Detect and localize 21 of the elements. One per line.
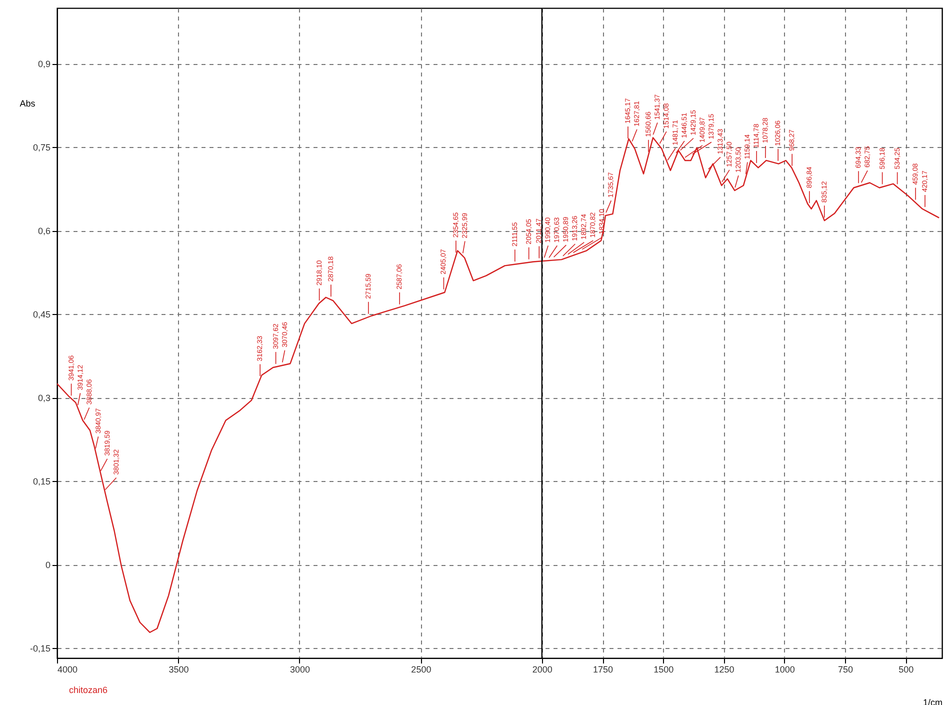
text: chitozan6 [69, 685, 108, 695]
y-tick-label: -0,15 [30, 643, 50, 654]
x-tick-label: 1750 [593, 664, 614, 674]
y-tick-label: 0,75 [32, 142, 50, 153]
x-tick-label: 4000 [58, 664, 78, 674]
x-tick-label: 3500 [168, 664, 189, 674]
x-tick-label: 1500 [654, 664, 674, 674]
y-axis-title: Abs [20, 98, 36, 108]
x-tick-label: 3000 [290, 664, 310, 674]
y-tick-label: 0,15 [32, 476, 50, 487]
y-tick-label: 0,45 [32, 310, 50, 320]
y-tick-label: 0,9 [38, 59, 50, 70]
x-tick-label: 2500 [411, 664, 432, 674]
y-tick-label: 0,6 [38, 226, 50, 236]
x-tick-label: 2000 [532, 664, 552, 674]
x-tick-label: 500 [898, 664, 914, 674]
x-tick-label: 750 [838, 664, 854, 674]
x-tick-label: 1250 [714, 664, 734, 674]
x-tick-label: 1000 [774, 664, 795, 674]
y-tick-label: 0 [45, 560, 50, 570]
y-tick-label: 0,3 [38, 393, 50, 404]
